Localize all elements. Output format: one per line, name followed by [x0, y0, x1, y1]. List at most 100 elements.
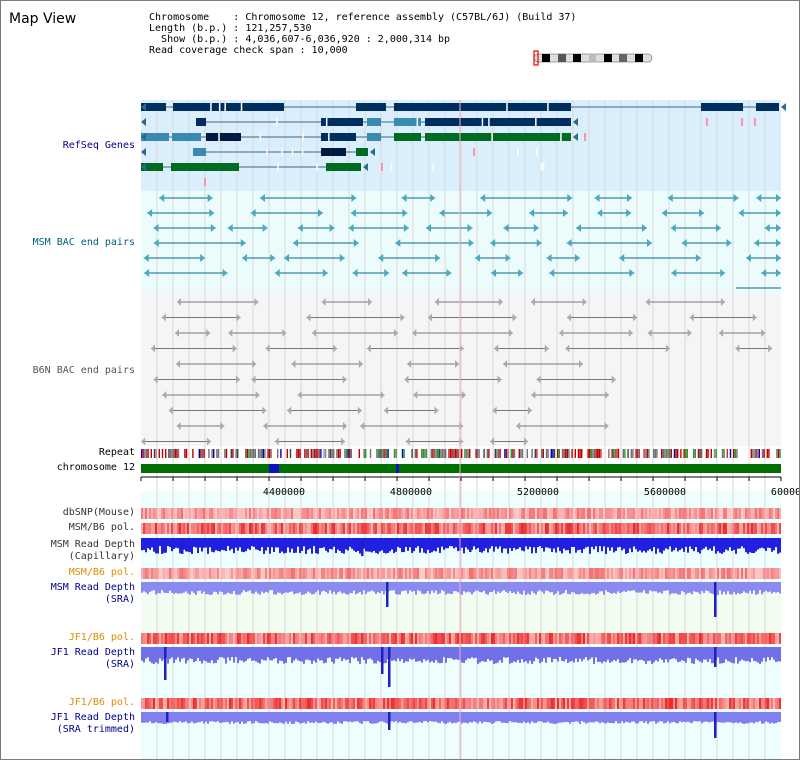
bac-end — [168, 406, 173, 415]
bac-end — [351, 194, 357, 202]
refseq-genes-track[interactable] — [141, 103, 786, 186]
gene-exon — [196, 118, 206, 126]
chromosome-bar[interactable] — [141, 464, 781, 473]
bac-end — [259, 194, 265, 202]
msm-bac-track[interactable] — [143, 194, 781, 289]
bac-end — [461, 391, 466, 399]
bac-end — [270, 254, 276, 262]
bac-end — [776, 254, 781, 262]
bac-end — [574, 254, 580, 262]
bac-end — [222, 269, 228, 277]
bac-end — [531, 391, 536, 399]
refseq-label: RefSeq Genes — [62, 140, 135, 151]
gene-exon — [756, 103, 779, 111]
bac-end — [611, 375, 616, 384]
jf1-pol2-label: JF1/B6 pol. — [68, 697, 135, 708]
msm-pol-label: MSM/B6 pol. — [68, 522, 135, 533]
coordinate-axis: 4400000 4800000 5200000 5600000 6000000 — [140, 476, 799, 498]
bac-end — [262, 406, 267, 415]
bac-end — [159, 194, 165, 202]
bac-end — [407, 360, 412, 368]
bac-end — [402, 269, 408, 277]
bac-end — [604, 422, 609, 430]
b6n-bac-track[interactable] — [141, 298, 773, 446]
bac-end — [176, 422, 181, 430]
bac-end — [559, 329, 564, 337]
repeat-track[interactable] — [141, 449, 781, 458]
bac-end — [604, 391, 609, 399]
bac-end — [695, 254, 701, 262]
bac-end — [494, 344, 499, 353]
gene-exon — [321, 148, 346, 156]
bac-end — [733, 194, 739, 202]
bac-end — [565, 344, 570, 353]
bac-end — [776, 224, 781, 232]
axis-tick-label: 4800000 — [390, 487, 432, 498]
bac-end — [263, 422, 268, 430]
bac-end — [776, 239, 781, 247]
bac-end — [533, 224, 539, 232]
gene-exon — [172, 133, 201, 141]
bac-end — [738, 209, 744, 217]
jf1-depth-trim-label: JF1 Read Depth (SRA trimmed) — [50, 712, 135, 735]
bac-end — [487, 209, 493, 217]
bac-end — [761, 329, 766, 337]
bac-end — [719, 329, 724, 337]
bac-end — [641, 224, 647, 232]
gene-exon — [367, 118, 381, 126]
bac-end — [628, 329, 633, 337]
msm-pol2-label: MSM/B6 pol. — [68, 567, 135, 578]
bac-end — [393, 329, 398, 337]
bac-end — [342, 422, 347, 430]
gene-exon — [356, 103, 386, 111]
bac-end — [144, 269, 150, 277]
bac-end — [578, 360, 583, 368]
chromosome-ideogram[interactable] — [533, 50, 653, 66]
bac-end — [645, 298, 650, 306]
bac-end — [353, 239, 359, 247]
bac-end — [403, 224, 409, 232]
bac-end — [512, 313, 517, 322]
bac-end — [176, 360, 181, 368]
bac-end — [293, 239, 299, 247]
bac-end — [527, 406, 532, 415]
depth-spike — [164, 647, 167, 680]
bac-end — [262, 224, 268, 232]
b6n-bac-label: B6N BAC end pairs — [32, 365, 135, 376]
bac-end — [251, 375, 256, 384]
bac-end — [265, 344, 270, 353]
bac-end — [402, 209, 408, 217]
bac-end — [497, 375, 502, 384]
bac-end — [459, 344, 464, 353]
gene-arrow — [573, 133, 578, 141]
bac-end — [306, 313, 311, 322]
bac-end — [549, 269, 555, 277]
bac-end — [401, 194, 407, 202]
bac-end — [428, 313, 433, 322]
bac-end — [384, 406, 389, 415]
gene-arrow — [141, 103, 146, 111]
bac-end — [352, 269, 358, 277]
bac-end — [764, 224, 770, 232]
bac-end — [254, 298, 259, 306]
gene-exon — [173, 103, 284, 111]
gene-arrow — [141, 163, 146, 171]
dbsnp-label: dbSNP(Mouse) — [62, 507, 135, 518]
bac-end — [665, 344, 670, 353]
bac-end — [322, 269, 328, 277]
bac-end — [439, 209, 445, 217]
repeat-label: Repeat — [98, 447, 135, 458]
bac-end — [274, 437, 279, 446]
bac-end — [413, 391, 418, 399]
gene-exon — [141, 163, 163, 171]
bac-end — [395, 239, 401, 247]
chromosome-info: Chromosome : Chromosome 12, reference as… — [149, 12, 576, 56]
panel-title: Map View — [9, 11, 77, 27]
info-chromosome: Chromosome : Chromosome 12, reference as… — [149, 12, 577, 23]
bac-end — [207, 194, 213, 202]
bac-end — [490, 239, 496, 247]
bac-end — [360, 422, 365, 430]
gene-exon — [206, 133, 241, 141]
gene-exon — [394, 103, 571, 111]
